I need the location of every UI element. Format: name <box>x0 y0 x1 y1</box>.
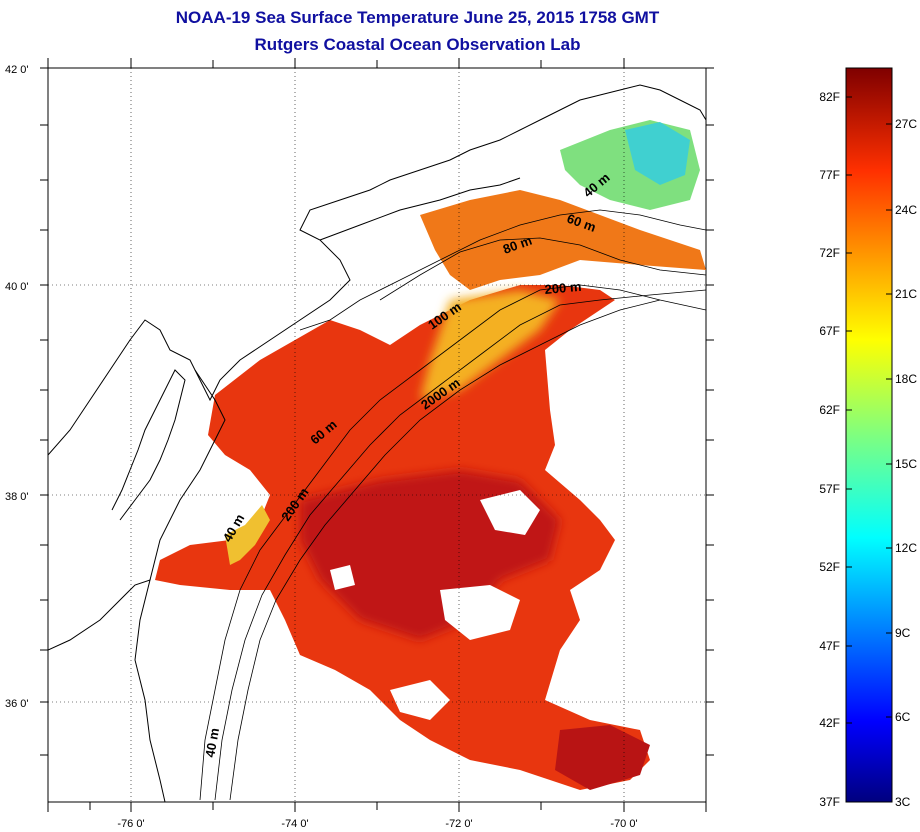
colorbar-celsius-label: 12C <box>895 541 917 555</box>
sst-field-shelf <box>420 190 706 290</box>
sst-field-front <box>420 290 560 400</box>
lat-label: 40 0' <box>5 281 29 293</box>
coastline-bay <box>111 369 186 521</box>
colorbar-fahrenheit-label: 82F <box>819 90 840 104</box>
colorbar-fahrenheit-label: 72F <box>819 246 840 260</box>
map-title: NOAA-19 Sea Surface Temperature June 25,… <box>175 8 660 27</box>
sst-field-cyan <box>625 122 690 185</box>
colorbar-celsius-label: 6C <box>895 710 911 724</box>
sst-field-front-south <box>225 505 270 565</box>
frame-ticks <box>40 58 714 812</box>
lat-label: 36 0' <box>5 698 29 710</box>
colorbar-celsius-label: 3C <box>895 795 911 809</box>
isobath-label: 40 m <box>202 727 222 759</box>
colorbar-fahrenheit-label: 52F <box>819 560 840 574</box>
colorbar-fahrenheit-label: 42F <box>819 716 840 730</box>
colorbar-fahrenheit-label: 77F <box>819 168 840 182</box>
cloud-gap <box>390 680 450 720</box>
sst-field-southeast <box>555 725 650 790</box>
colorbar-celsius-label: 15C <box>895 457 917 471</box>
lon-label: -72 0' <box>445 818 472 830</box>
lon-label: -70 0' <box>610 818 637 830</box>
colorbar-fahrenheit-label: 67F <box>819 324 840 338</box>
isobath-line <box>379 237 706 301</box>
coastline-delmarva <box>149 369 226 581</box>
coastline-longisland <box>319 177 521 241</box>
colorbar-celsius-label: 24C <box>895 203 917 217</box>
lat-label: 38 0' <box>5 491 29 503</box>
colorbar-celsius-label: 21C <box>895 287 917 301</box>
isobath-line <box>214 289 706 801</box>
cloud-gap <box>480 490 540 535</box>
colorbar-celsius-label: 9C <box>895 626 911 640</box>
colorbar-fahrenheit-label: 62F <box>819 403 840 417</box>
coastline-southern <box>48 579 166 802</box>
isobath-line <box>299 209 706 331</box>
colorbar-fahrenheit-label: 37F <box>819 795 840 809</box>
coastline <box>48 84 706 456</box>
isobath-line <box>199 284 706 801</box>
map-subtitle: Rutgers Coastal Ocean Observation Lab <box>254 35 581 54</box>
isobath-label: 200 m <box>544 279 582 297</box>
colorbar-celsius-label: 18C <box>895 372 917 386</box>
isobath-line <box>229 299 661 801</box>
graticule <box>48 68 706 802</box>
cloud-gap <box>200 465 235 495</box>
colorbar-celsius-label: 27C <box>895 117 917 131</box>
colorbar-ticks <box>846 96 892 724</box>
lon-label: -74 0' <box>281 818 308 830</box>
colorbar <box>845 67 893 803</box>
lon-label: -76 0' <box>117 818 144 830</box>
colorbar-fahrenheit-label: 47F <box>819 639 840 653</box>
cloud-gap <box>440 585 520 640</box>
colorbar-fahrenheit-label: 57F <box>819 482 840 496</box>
lat-label: 42 0' <box>5 64 29 76</box>
cloud-gap <box>330 565 355 590</box>
